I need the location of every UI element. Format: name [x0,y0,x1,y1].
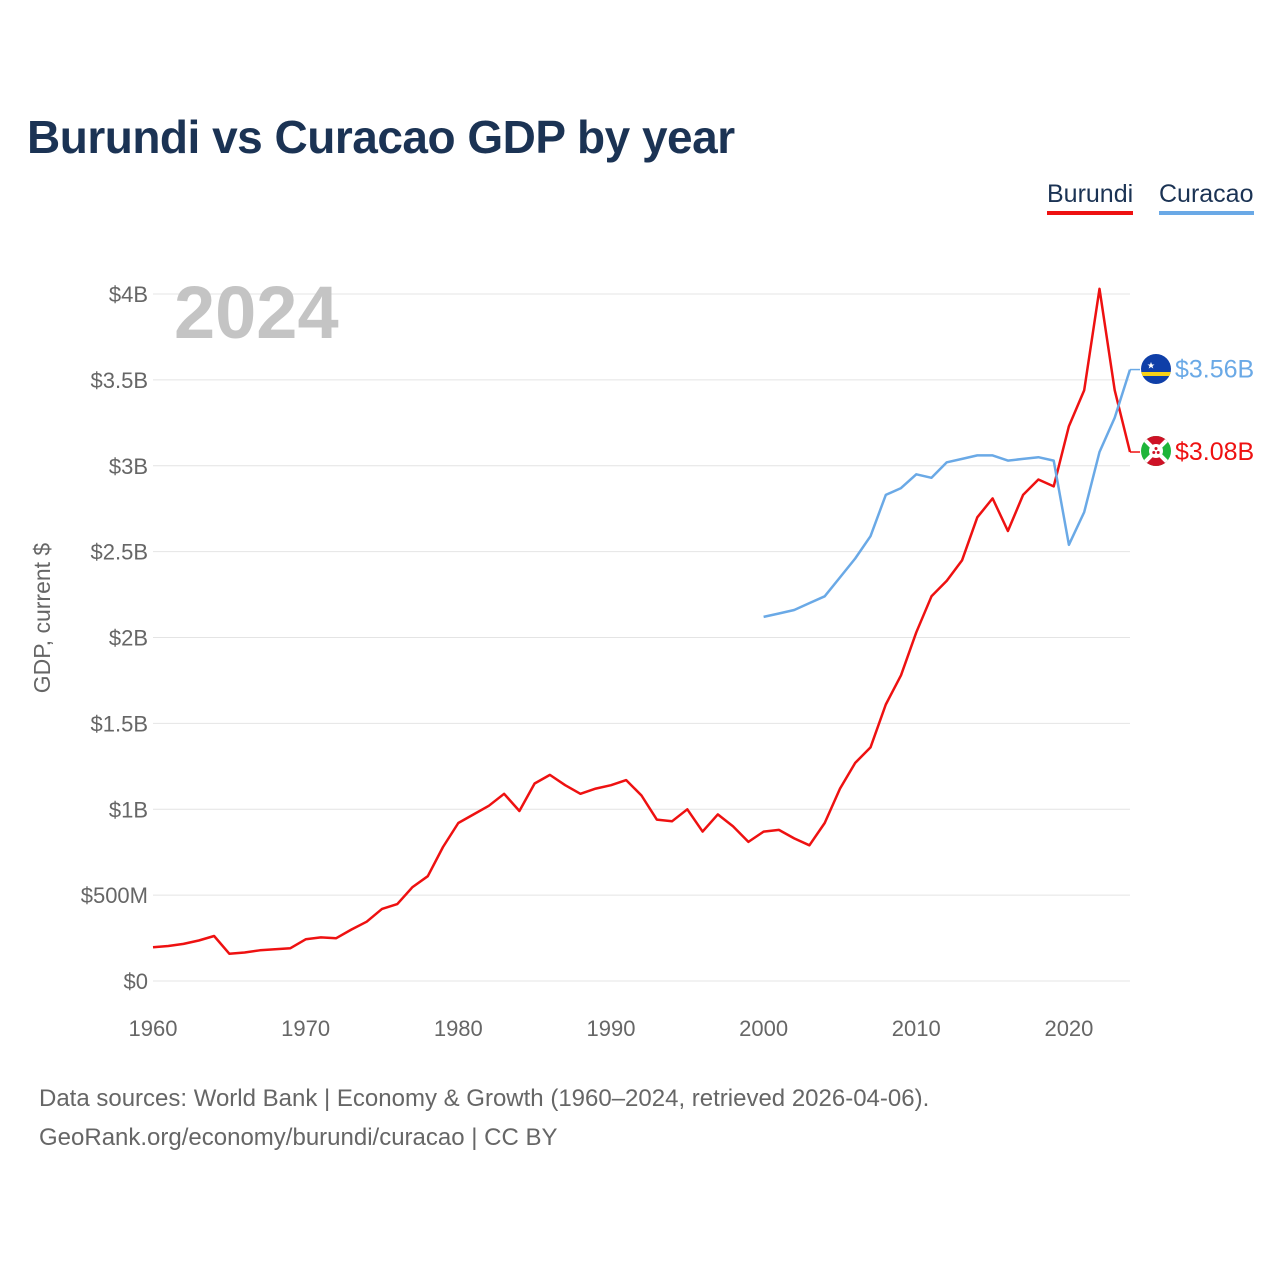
end-labels: $3.08B $3.56B [1130,356,1254,466]
y-tick-label: $500M [81,883,148,908]
gdp-line-chart: 2024 $0$500M$1B$1.5B$2B$2.5B$3B$3.5B$4B … [29,271,1254,1041]
x-tick-label: 1980 [434,1016,483,1041]
y-tick-label: $4B [109,282,148,307]
y-tick-label: $0 [124,969,148,994]
y-tick-label: $1.5B [91,711,149,736]
x-axis-ticks: 1960 1970 1980 1990 2000 2010 2020 [129,1016,1094,1041]
y-tick-label: $1B [109,797,148,822]
x-tick-label: 1970 [281,1016,330,1041]
end-value-curacao: $3.56B [1175,356,1254,384]
y-tick-label: $3.5B [91,368,149,393]
series-line-curacao[interactable] [763,369,1132,619]
y-axis-label: GDP, current $ [29,543,55,694]
grid-lines [153,293,1130,982]
y-tick-label: $3B [109,454,148,479]
legend-item-burundi[interactable]: Burundi [1047,180,1134,215]
y-tick-label: $2.5B [91,540,149,565]
x-tick-label: 1960 [129,1016,178,1041]
burundi-flag-icon [1141,436,1171,466]
y-tick-label: $2B [109,626,148,651]
legend-item-curacao[interactable]: Curacao [1159,180,1254,215]
series-line-burundi[interactable] [152,287,1132,955]
data-source-note: Data sources: World Bank | Economy & Gro… [39,1085,930,1112]
x-tick-label: 2010 [892,1016,941,1041]
x-tick-label: 2020 [1044,1016,1093,1041]
y-axis-ticks: $0 $500M $1B $1.5B $2B $2.5B $3B $3.5B $4B [81,282,148,994]
x-tick-label: 2000 [739,1016,788,1041]
credit-link[interactable]: GeoRank.org/economy/burundi/curacao | CC… [39,1124,558,1151]
curacao-flag-icon [1141,354,1171,384]
year-watermark: 2024 [174,271,339,354]
x-tick-label: 1990 [586,1016,635,1041]
chart-title: Burundi vs Curacao GDP by year [27,111,735,163]
series-lines [152,287,1132,955]
end-value-burundi: $3.08B [1175,438,1254,466]
